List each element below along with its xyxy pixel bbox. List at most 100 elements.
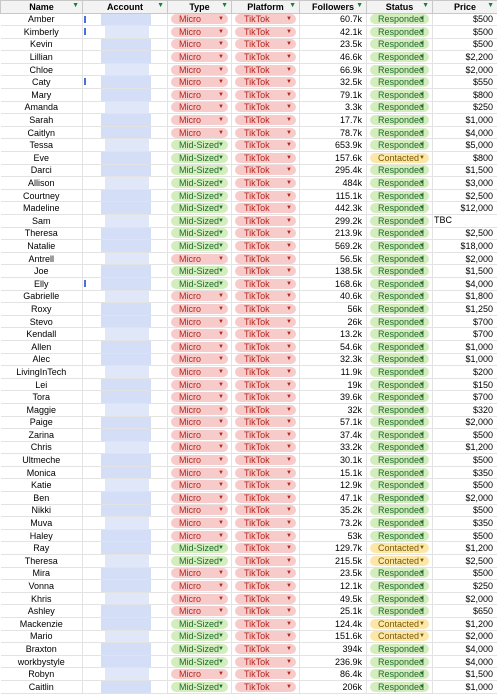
dropdown-arrow-icon[interactable]: ▼ xyxy=(286,230,292,237)
account-cell[interactable] xyxy=(82,38,168,52)
dropdown-arrow-icon[interactable]: ▼ xyxy=(419,608,425,615)
followers-cell[interactable]: 60.7k xyxy=(299,13,367,27)
dropdown-arrow-icon[interactable]: ▼ xyxy=(419,419,425,426)
type-chip[interactable]: Mid-Sized ▼ xyxy=(171,555,228,566)
type-chip[interactable]: Micro ▼ xyxy=(171,291,228,302)
dropdown-arrow-icon[interactable]: ▼ xyxy=(218,230,224,237)
type-chip[interactable]: Mid-Sized ▼ xyxy=(171,266,228,277)
status-cell[interactable]: Responded ▼ xyxy=(366,567,433,581)
type-chip[interactable]: Micro ▼ xyxy=(171,329,228,340)
type-cell[interactable]: Micro ▼ xyxy=(167,491,232,505)
type-chip[interactable]: Micro ▼ xyxy=(171,581,228,592)
dropdown-arrow-icon[interactable]: ▼ xyxy=(419,633,425,640)
price-cell[interactable]: $1,000 xyxy=(432,113,497,127)
type-cell[interactable]: Micro ▼ xyxy=(167,667,232,681)
dropdown-arrow-icon[interactable]: ▼ xyxy=(419,104,425,111)
platform-cell[interactable]: TikTok ▼ xyxy=(231,592,300,606)
status-cell[interactable]: Responded ▼ xyxy=(366,441,433,455)
followers-cell[interactable]: 157.6k xyxy=(299,151,367,165)
column-header-type[interactable]: Type ▼ xyxy=(167,0,232,14)
platform-cell[interactable]: TikTok ▼ xyxy=(231,264,300,278)
followers-cell[interactable]: 47.1k xyxy=(299,491,367,505)
price-cell[interactable]: $500 xyxy=(432,567,497,581)
dropdown-arrow-icon[interactable]: ▼ xyxy=(419,620,425,627)
status-chip[interactable]: Responded ▼ xyxy=(370,215,429,226)
account-cell[interactable] xyxy=(82,277,168,291)
dropdown-arrow-icon[interactable]: ▼ xyxy=(419,595,425,602)
dropdown-arrow-icon[interactable]: ▼ xyxy=(419,167,425,174)
status-chip[interactable]: Responded ▼ xyxy=(370,404,429,415)
followers-cell[interactable]: 42.1k xyxy=(299,25,367,39)
platform-chip[interactable]: TikTok ▼ xyxy=(235,669,296,680)
account-cell[interactable] xyxy=(82,189,168,203)
platform-cell[interactable]: TikTok ▼ xyxy=(231,655,300,669)
followers-cell[interactable]: 11.9k xyxy=(299,365,367,379)
column-header-price[interactable]: Price ▼ xyxy=(432,0,497,14)
status-cell[interactable]: Responded ▼ xyxy=(366,302,433,316)
platform-chip[interactable]: TikTok ▼ xyxy=(235,530,296,541)
followers-cell[interactable]: 73.2k xyxy=(299,516,367,530)
status-cell[interactable]: Responded ▼ xyxy=(366,466,433,480)
followers-cell[interactable]: 124.4k xyxy=(299,617,367,631)
name-cell[interactable]: Ashley xyxy=(0,604,83,618)
platform-chip[interactable]: TikTok ▼ xyxy=(235,581,296,592)
dropdown-arrow-icon[interactable]: ▼ xyxy=(419,457,425,464)
type-chip[interactable]: Micro ▼ xyxy=(171,316,228,327)
followers-cell[interactable]: 23.5k xyxy=(299,38,367,52)
dropdown-arrow-icon[interactable]: ▼ xyxy=(218,444,224,451)
type-chip[interactable]: Micro ▼ xyxy=(171,669,228,680)
status-chip[interactable]: Contacted ▼ xyxy=(370,631,429,642)
price-cell[interactable]: $350 xyxy=(432,516,497,530)
account-cell[interactable] xyxy=(82,113,168,127)
name-cell[interactable]: Roxy xyxy=(0,302,83,316)
platform-cell[interactable]: TikTok ▼ xyxy=(231,214,300,228)
followers-cell[interactable]: 56k xyxy=(299,302,367,316)
followers-cell[interactable]: 569.2k xyxy=(299,239,367,253)
status-cell[interactable]: Responded ▼ xyxy=(366,50,433,64)
platform-chip[interactable]: TikTok ▼ xyxy=(235,228,296,239)
type-cell[interactable]: Micro ▼ xyxy=(167,252,232,266)
dropdown-arrow-icon[interactable]: ▼ xyxy=(218,381,224,388)
price-cell[interactable]: $650 xyxy=(432,604,497,618)
dropdown-arrow-icon[interactable]: ▼ xyxy=(218,494,224,501)
dropdown-arrow-icon[interactable]: ▼ xyxy=(286,570,292,577)
price-cell[interactable]: $500 xyxy=(432,25,497,39)
platform-chip[interactable]: TikTok ▼ xyxy=(235,215,296,226)
dropdown-arrow-icon[interactable]: ▼ xyxy=(218,142,224,149)
status-cell[interactable]: Contacted ▼ xyxy=(366,554,433,568)
platform-cell[interactable]: TikTok ▼ xyxy=(231,428,300,442)
followers-cell[interactable]: 32k xyxy=(299,403,367,417)
dropdown-arrow-icon[interactable]: ▼ xyxy=(419,142,425,149)
account-cell[interactable] xyxy=(82,75,168,90)
column-header-account[interactable]: Account ▼ xyxy=(82,0,168,14)
type-chip[interactable]: Micro ▼ xyxy=(171,26,228,37)
status-cell[interactable]: Contacted ▼ xyxy=(366,630,433,644)
status-chip[interactable]: Responded ▼ xyxy=(370,253,429,264)
price-cell[interactable]: $4,000 xyxy=(432,277,497,291)
type-chip[interactable]: Micro ▼ xyxy=(171,89,228,100)
type-cell[interactable]: Mid-Sized ▼ xyxy=(167,164,232,178)
followers-cell[interactable]: 215.5k xyxy=(299,554,367,568)
account-cell[interactable] xyxy=(82,504,168,518)
status-cell[interactable]: Responded ▼ xyxy=(366,478,433,493)
status-cell[interactable]: Responded ▼ xyxy=(366,189,433,203)
dropdown-arrow-icon[interactable]: ▼ xyxy=(218,104,224,111)
status-chip[interactable]: Responded ▼ xyxy=(370,480,429,491)
type-chip[interactable]: Micro ▼ xyxy=(171,467,228,478)
status-cell[interactable]: Responded ▼ xyxy=(366,655,433,669)
type-cell[interactable]: Mid-Sized ▼ xyxy=(167,239,232,253)
followers-cell[interactable]: 66.9k xyxy=(299,63,367,77)
followers-cell[interactable]: 236.9k xyxy=(299,655,367,669)
dropdown-arrow-icon[interactable]: ▼ xyxy=(218,318,224,325)
dropdown-arrow-icon[interactable]: ▼ xyxy=(286,406,292,413)
dropdown-arrow-icon[interactable]: ▼ xyxy=(419,268,425,275)
type-cell[interactable]: Mid-Sized ▼ xyxy=(167,176,232,190)
status-chip[interactable]: Responded ▼ xyxy=(370,354,429,365)
type-cell[interactable]: Micro ▼ xyxy=(167,63,232,77)
status-cell[interactable]: Responded ▼ xyxy=(366,403,433,417)
platform-chip[interactable]: TikTok ▼ xyxy=(235,26,296,37)
followers-cell[interactable]: 13.2k xyxy=(299,327,367,341)
status-chip[interactable]: Responded ▼ xyxy=(370,140,429,151)
price-cell[interactable]: $500 xyxy=(432,478,497,493)
status-chip[interactable]: Responded ▼ xyxy=(370,64,429,75)
